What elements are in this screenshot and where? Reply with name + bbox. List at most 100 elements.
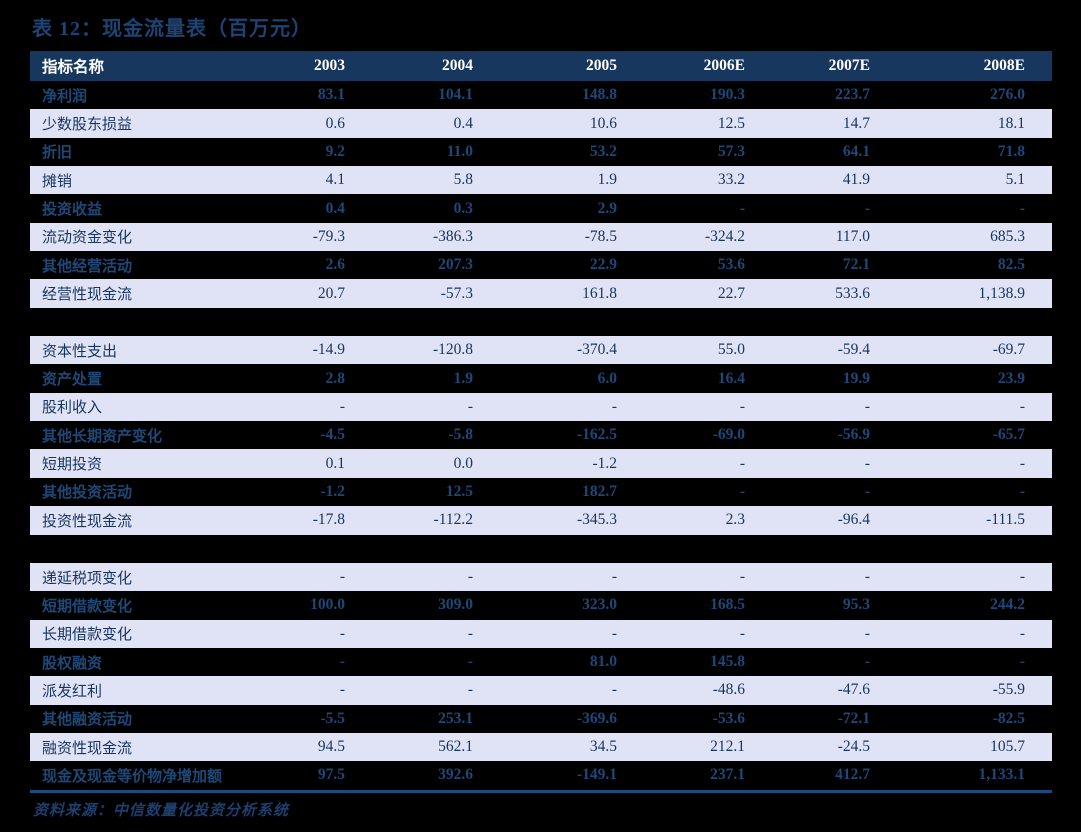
cell-value: 12.5 [445, 482, 473, 500]
cell-value [745, 308, 870, 336]
cell-value [280, 308, 345, 336]
cell-value: - [1019, 454, 1025, 472]
cell-value: 100.0 [310, 596, 345, 614]
cell-value: - [739, 568, 745, 586]
cell-value: 64.1 [842, 142, 870, 160]
cell-value: - [1019, 482, 1025, 500]
cell-value: 190.3 [710, 86, 745, 104]
column-header-2008e: 2008E [983, 57, 1025, 74]
cell-value [745, 535, 870, 563]
table-row: 流动资金变化 -79.3 -386.3 -78.5 -324.2 117.0 685.3 [30, 222, 1052, 252]
cell-value [617, 308, 745, 336]
cell-value [473, 535, 617, 563]
cell-value: 57.3 [717, 142, 745, 160]
table-row: 派发红利 - - - -48.6 -47.6 -55.9 [30, 676, 1052, 705]
table-row: 融资性现金流 94.5 562.1 34.5 212.1 -24.5 105.7 [30, 732, 1052, 762]
cell-value: 392.6 [438, 766, 473, 784]
cell-value: 19.9 [842, 369, 870, 387]
cell-value: -149.1 [576, 766, 617, 784]
cell-value: - [864, 568, 870, 586]
cell-value: 207.3 [438, 256, 473, 274]
row-label: 资产处置 [42, 372, 103, 389]
table-row: 其他长期资产变化 -4.5 -5.8 -162.5 -69.0 -56.9 -65.7 [30, 421, 1052, 450]
cell-value: -345.3 [576, 511, 617, 529]
cell-value: - [339, 397, 345, 415]
cell-value [280, 535, 345, 563]
cell-value [870, 308, 1052, 336]
table-row: 资本性支出 -14.9 -120.8 -370.4 55.0 -59.4 -69.7 [30, 336, 1052, 365]
column-header-2006e: 2006E [703, 57, 745, 74]
cell-value: 0.4 [325, 199, 345, 217]
cell-value: 2.3 [725, 511, 745, 529]
table-row: 现金及现金等价物净增加额 97.5 392.6 -149.1 237.1 412.7 1,1… [30, 761, 1052, 790]
cell-value: - [339, 681, 345, 699]
cell-value: - [467, 653, 473, 671]
cell-value: -14.9 [312, 341, 345, 359]
cell-value: 94.5 [317, 738, 345, 756]
table-row: 长期借款变化 - - - - - - [30, 619, 1052, 648]
cell-value: 5.8 [453, 171, 473, 189]
cell-value: 71.8 [997, 142, 1025, 160]
spacer-row [30, 307, 1052, 337]
cell-value: - [467, 568, 473, 586]
cell-value: -57.3 [440, 284, 473, 302]
cell-value: -4.5 [320, 426, 345, 444]
cell-value: -53.6 [712, 709, 745, 727]
cell-value: -69.7 [992, 341, 1025, 359]
column-header-indicator: 指标名称 [42, 59, 105, 76]
cell-value [617, 535, 745, 563]
cell-value: - [467, 397, 473, 415]
cell-value: -56.9 [837, 426, 870, 444]
table-row: 经营性现金流 20.7 -57.3 161.8 22.7 533.6 1,138.9 [30, 279, 1052, 308]
column-header-2007e: 2007E [828, 57, 870, 74]
row-label: 股利收入 [42, 400, 103, 417]
cell-value: 148.8 [582, 86, 617, 104]
cell-value: -5.8 [448, 426, 473, 444]
table-row: 其他融资活动 -5.5 253.1 -369.6 -53.6 -72.1 -82.5 [30, 704, 1052, 733]
cell-value: 182.7 [582, 482, 617, 500]
cell-value: 161.8 [582, 284, 617, 302]
cell-value: -79.3 [312, 227, 345, 245]
cell-value: - [611, 568, 617, 586]
table-row: 投资收益 0.4 0.3 2.9 - - - [30, 194, 1052, 223]
row-label [30, 535, 280, 563]
cell-value: 22.7 [717, 284, 745, 302]
cell-value: -324.2 [704, 227, 745, 245]
cell-value: -5.5 [320, 709, 345, 727]
cell-value: 34.5 [589, 738, 617, 756]
row-label: 短期借款变化 [42, 598, 133, 615]
row-label: 流动资金变化 [42, 230, 133, 247]
cell-value: 104.1 [438, 86, 473, 104]
cell-value: 276.0 [990, 86, 1025, 104]
cell-value [345, 308, 473, 336]
cell-value: 0.4 [453, 114, 473, 132]
cell-value: - [1019, 568, 1025, 586]
cell-value: - [739, 482, 745, 500]
table-row: 净利润 83.1 104.1 148.8 190.3 223.7 276.0 [30, 81, 1052, 110]
cell-value: 33.2 [717, 171, 745, 189]
cell-value: - [467, 624, 473, 642]
cell-value: -386.3 [432, 227, 473, 245]
cell-value: 14.7 [842, 114, 870, 132]
cell-value: - [864, 397, 870, 415]
cell-value: 53.2 [589, 142, 617, 160]
cell-value: 323.0 [582, 596, 617, 614]
table-row: 股权融资 - - 81.0 145.8 - - [30, 647, 1052, 677]
cell-value: - [339, 624, 345, 642]
cell-value [473, 308, 617, 336]
cell-value: - [339, 653, 345, 671]
cell-value: 145.8 [710, 653, 745, 671]
row-label: 长期借款变化 [42, 627, 133, 644]
cell-value [345, 535, 473, 563]
cell-value: - [467, 681, 473, 699]
table-row: 资产处置 2.8 1.9 6.0 16.4 19.9 23.9 [30, 364, 1052, 393]
cell-value: -72.1 [837, 709, 870, 727]
table-bottom-rule [30, 790, 1052, 793]
cell-value: 16.4 [717, 369, 745, 387]
row-label: 其他长期资产变化 [42, 428, 163, 445]
column-header-2003: 2003 [314, 57, 345, 74]
cell-value: 5.1 [1005, 171, 1025, 189]
cell-value: -17.8 [312, 511, 345, 529]
row-label: 其他融资活动 [42, 712, 133, 729]
